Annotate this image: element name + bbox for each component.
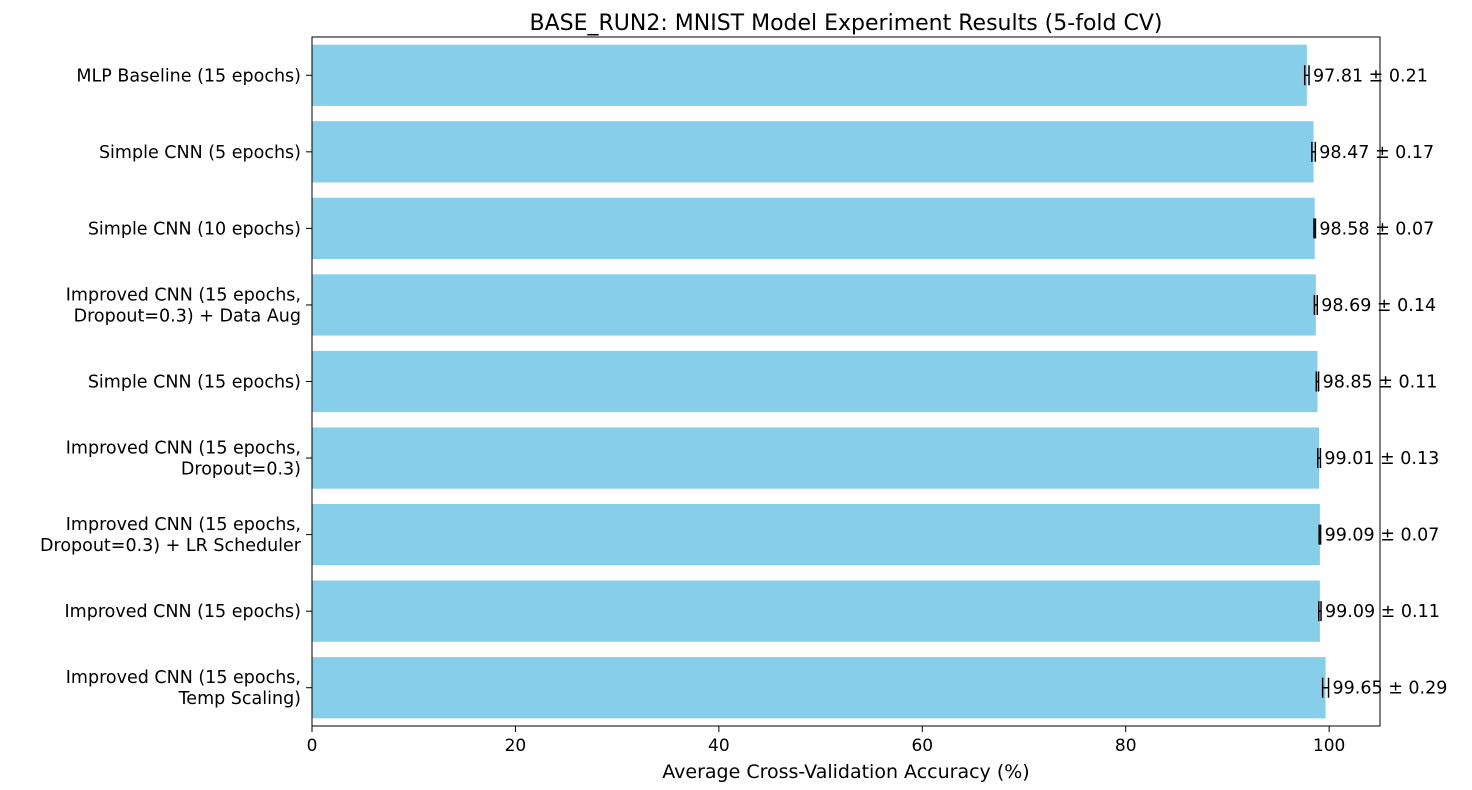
category-label-line: Dropout=0.3) + LR Scheduler — [40, 536, 302, 556]
x-tick-label: 20 — [505, 736, 527, 756]
category-label-line: Simple CNN (5 epochs) — [99, 143, 301, 163]
x-tick-label: 100 — [1313, 736, 1345, 756]
category-label: Simple CNN (10 epochs) — [88, 219, 301, 239]
data-label: 99.65 ± 0.29 — [1333, 679, 1448, 699]
data-label: 98.47 ± 0.17 — [1319, 143, 1434, 163]
error-bar — [1318, 601, 1322, 622]
category-label-line: Improved CNN (15 epochs, — [66, 515, 301, 535]
category-label: Improved CNN (15 epochs, Dropout=0.3) — [66, 439, 301, 480]
category-label: Improved CNN (15 epochs, Dropout=0.3) + D… — [66, 285, 301, 326]
x-axis: 0 20 40 60 80 100 — [307, 726, 1345, 756]
bar — [312, 197, 1315, 260]
category-label-line: Improved CNN (15 epochs, — [66, 668, 301, 688]
x-tick-label: 40 — [708, 736, 730, 756]
category-label: Simple CNN (5 epochs) — [99, 143, 301, 163]
bar — [312, 350, 1318, 413]
category-label-line: Improved CNN (15 epochs, — [66, 285, 301, 305]
category-label-line: Simple CNN (10 epochs) — [88, 219, 301, 239]
bar — [312, 121, 1314, 183]
category-label-line: Simple CNN (15 epochs) — [88, 373, 301, 393]
category-label-line: MLP Baseline (15 epochs) — [76, 66, 301, 86]
error-bar — [1311, 141, 1317, 162]
data-label: 98.69 ± 0.14 — [1321, 296, 1436, 316]
data-label: 99.09 ± 0.11 — [1325, 602, 1440, 622]
category-label-line: Improved CNN (15 epochs) — [65, 602, 302, 622]
category-label-line: Dropout=0.3) + Data Aug — [74, 306, 301, 326]
error-bar — [1313, 294, 1318, 315]
category-label-line: Dropout=0.3) — [181, 460, 301, 480]
error-bar — [1321, 677, 1330, 698]
error-bar — [1318, 524, 1322, 545]
bar — [312, 44, 1307, 106]
bar — [312, 657, 1326, 719]
plot-area: 97.81 ± 0.21 98.47 ± 0.17 98.58 ± 0.07 98.6… — [312, 44, 1448, 719]
data-label: 97.81 ± 0.21 — [1313, 66, 1428, 86]
data-label: 99.01 ± 0.13 — [1324, 449, 1439, 469]
y-axis: MLP Baseline (15 epochs) Simple CNN (5 ep… — [40, 66, 312, 709]
bar — [312, 274, 1316, 336]
data-label: 98.58 ± 0.07 — [1319, 219, 1434, 239]
error-bar — [1313, 218, 1317, 239]
error-bar — [1315, 371, 1320, 392]
chart-title: BASE_RUN2: MNIST Model Experiment Result… — [530, 11, 1163, 36]
category-label: MLP Baseline (15 epochs) — [76, 66, 301, 86]
x-axis-label: Average Cross-Validation Accuracy (%) — [662, 761, 1029, 783]
error-bar — [1303, 65, 1310, 86]
data-label: 99.09 ± 0.07 — [1325, 526, 1440, 546]
x-tick-label: 80 — [1115, 736, 1137, 756]
category-label: Improved CNN (15 epochs, Temp Scaling) — [66, 668, 301, 709]
category-label: Simple CNN (15 epochs) — [88, 373, 301, 393]
category-label-line: Temp Scaling) — [178, 689, 301, 709]
category-label: Improved CNN (15 epochs, Dropout=0.3) + L… — [40, 515, 302, 556]
error-bar — [1317, 448, 1322, 469]
bar — [312, 503, 1320, 566]
category-label: Improved CNN (15 epochs) — [65, 602, 302, 622]
bar — [312, 580, 1320, 642]
category-label-line: Improved CNN (15 epochs, — [66, 439, 301, 459]
bar — [312, 427, 1320, 489]
x-tick-label: 0 — [307, 736, 318, 756]
x-tick-label: 60 — [911, 736, 933, 756]
